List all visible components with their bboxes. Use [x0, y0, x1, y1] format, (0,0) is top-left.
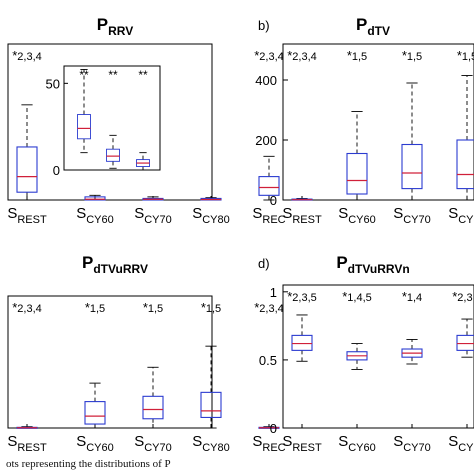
panel3-significance-3: *1,5: [201, 300, 221, 315]
panel4-box-1: [346, 343, 368, 370]
figure-caption: ots representing the distributions of P: [6, 458, 171, 470]
panel1-xtick-label-1: SCY60: [76, 205, 114, 226]
panel2-iqr-2: [401, 143, 423, 190]
panel4-ytick-label-0: 0: [270, 421, 277, 436]
panel3-significance-1: *1,5: [85, 300, 105, 315]
panel2-title: PdTV: [356, 15, 390, 38]
panel2-ytick-label-1: 200: [255, 133, 277, 148]
inset-ytick-label-1: 50: [46, 76, 60, 91]
panel4-ytick-label-2: 1: [270, 285, 277, 300]
inset-iqr-0: [77, 114, 91, 140]
panel4-box-2: [401, 339, 423, 365]
panel4-xtick-label-0: SREST: [282, 433, 322, 454]
panel3-title: PdTVuRRV: [82, 253, 148, 276]
inset-box-2: [136, 152, 150, 171]
panel4-significance-2: *1,4: [402, 289, 422, 304]
panel2-box-3: [456, 75, 474, 201]
inset-box-1: [106, 134, 120, 169]
panel4-xtick-label-3: SCY80: [448, 433, 474, 454]
panel1-xtick-label-4: SREC: [252, 205, 285, 226]
panel4-significance-3: *2,3,5: [452, 289, 474, 304]
panel4-box-3: [456, 318, 474, 358]
panel3-axes-frame: [7, 295, 213, 429]
panel1-iqr-1: [84, 196, 106, 201]
inset-iqr-1: [106, 148, 120, 162]
panel3-box-4: [258, 426, 280, 429]
panel3-significance-2: *1,5: [143, 300, 163, 315]
panel2-box-1: [346, 111, 368, 201]
panel2-xtick-label-0: SREST: [282, 205, 322, 226]
panel1-box-3: [200, 197, 222, 201]
panel3-xtick-label-3: SCY80: [192, 433, 230, 454]
panel1-box-0: [16, 104, 38, 201]
panel2-significance-0: *2,3,4: [287, 48, 317, 63]
inset-significance-0: **: [79, 68, 89, 82]
panel2-axes-frame: [282, 43, 474, 201]
panel1-xtick-label-3: SCY80: [192, 205, 230, 226]
panel3-box-2: [142, 366, 164, 429]
panel2-box-0: [291, 198, 313, 201]
panel3-xtick-label-1: SCY60: [76, 433, 114, 454]
panel4-box-0: [291, 314, 313, 362]
panel4-title: PdTVuRRVn: [336, 253, 409, 276]
panel1-axes-frame: [7, 43, 213, 201]
panel2-box-2: [401, 82, 423, 201]
panel1-xtick-label-0: SREST: [7, 205, 47, 226]
panel4-axes-frame: [282, 284, 474, 429]
panel4-iqr-0: [291, 334, 313, 351]
panel1-box-4: [258, 155, 280, 201]
inset-significance-2: **: [138, 68, 148, 82]
panel2-iqr-1: [346, 152, 368, 195]
panel1-iqr-4: [258, 176, 280, 196]
panel3-box-1: [84, 382, 106, 429]
panel3-iqr-3: [200, 391, 222, 418]
panel3-box-0: [16, 426, 38, 429]
panel2-significance-3: *1,5: [457, 48, 474, 63]
panel1-box-2: [142, 196, 164, 201]
panel3-significance-0: *2,3,4: [12, 300, 42, 315]
panel2-significance-1: *1,5: [347, 48, 367, 63]
panel3-xtick-label-4: SREC: [252, 433, 285, 454]
panel3-xtick-label-2: SCY70: [134, 433, 172, 454]
panel2-ytick-label-2: 400: [255, 73, 277, 88]
panel2-significance-2: *1,5: [402, 48, 422, 63]
panel1-significance-0: *2,3,4: [12, 48, 42, 63]
panel1-xtick-label-2: SCY70: [134, 205, 172, 226]
panel2-xtick-label-3: SCY80: [448, 205, 474, 226]
panel3-significance-4: *2,3,4: [254, 300, 284, 315]
panel2-panel-label: b): [258, 18, 270, 33]
panel2-xtick-label-1: SCY60: [338, 205, 376, 226]
panel2-ytick-label-0: 0: [270, 193, 277, 208]
panel1-significance-4: *2,3,4: [254, 48, 284, 63]
inset-ytick-label-0: 0: [53, 163, 60, 178]
inset-significance-1: **: [108, 68, 118, 82]
panel3-iqr-2: [142, 395, 164, 420]
panel4-panel-label: d): [258, 256, 270, 271]
panel3-box-3: [200, 345, 222, 429]
panel3-xtick-label-0: SREST: [7, 433, 47, 454]
panel4-significance-1: *1,4,5: [342, 289, 372, 304]
panel2-iqr-3: [456, 139, 474, 190]
panel1-title: PRRV: [97, 15, 133, 38]
panel4-iqr-3: [456, 334, 474, 351]
panel4-ytick-label-1: 0.5: [259, 353, 277, 368]
panel1-box-1: [84, 194, 106, 201]
panel1-iqr-0: [16, 146, 38, 193]
panel2-xtick-label-2: SCY70: [393, 205, 431, 226]
panel4-xtick-label-1: SCY60: [338, 433, 376, 454]
panel3-iqr-1: [84, 401, 106, 425]
panel4-significance-0: *2,3,5: [287, 289, 317, 304]
panel4-xtick-label-2: SCY70: [393, 433, 431, 454]
inset-box-0: [77, 69, 91, 154]
